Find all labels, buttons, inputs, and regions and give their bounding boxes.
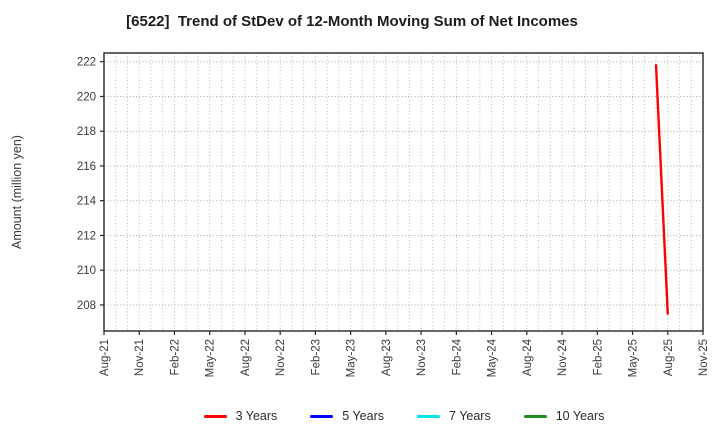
x-tick-label: Aug-21 — [99, 339, 111, 376]
legend-label: 5 Years — [342, 409, 385, 423]
x-tick-label: May-24 — [487, 338, 499, 377]
y-axis-title: Amount (million yen) — [10, 135, 24, 249]
x-tick-label: May-22 — [205, 339, 217, 377]
y-tick-label: 214 — [77, 196, 97, 208]
y-tick-label: 218 — [77, 126, 96, 138]
x-tick-label: May-23 — [346, 339, 358, 377]
legend-item-7-years: 7 Years — [417, 409, 491, 423]
legend-item-5-years: 5 Years — [310, 409, 384, 423]
x-tick-label: Nov-25 — [698, 339, 710, 376]
x-tick-label: Aug-22 — [240, 339, 252, 376]
axes-frame — [103, 52, 704, 332]
x-tick-label: Feb-22 — [169, 339, 181, 375]
legend-label: 10 Years — [555, 409, 605, 423]
chart-title: [6522] Trend of StDev of 12-Month Moving… — [126, 13, 578, 30]
y-tick-label: 222 — [77, 57, 96, 69]
tick-marks — [100, 61, 704, 335]
x-tick-label: Nov-24 — [557, 338, 569, 376]
legend-label: 3 Years — [235, 409, 278, 423]
legend-swatch — [203, 414, 227, 418]
x-tick-label: Aug-24 — [522, 338, 534, 376]
y-tick-label: 216 — [77, 161, 96, 173]
y-tick-label: 212 — [77, 230, 96, 242]
y-tick-label: 220 — [77, 91, 96, 103]
x-tick-label: May-25 — [628, 339, 640, 377]
legend-item-3-years: 3 Years — [203, 409, 278, 423]
chart-legend: 3 Years 5 Years 7 Years 10 Years — [104, 403, 704, 429]
legend-swatch — [523, 414, 547, 418]
legend-item-10-years: 10 Years — [523, 409, 605, 423]
series-line-3-years — [654, 63, 669, 315]
y-axis-labels: 208 210 212 214 216 218 220 222 — [77, 57, 97, 312]
y-tick-label: 208 — [77, 300, 96, 312]
grid — [103, 53, 704, 331]
x-tick-label: Feb-25 — [592, 339, 604, 375]
x-tick-label: Nov-21 — [134, 339, 146, 376]
series-lines — [654, 63, 669, 315]
legend-label: 7 Years — [449, 409, 491, 423]
x-tick-label: Nov-22 — [275, 339, 287, 376]
x-tick-label: Feb-23 — [310, 339, 322, 375]
x-axis-labels: Aug-21 Nov-21 Feb-22 May-22 Aug-22 Nov-22 Feb-… — [99, 338, 710, 377]
legend-swatch — [310, 414, 334, 418]
legend-swatch — [417, 414, 441, 418]
x-tick-label: Feb-24 — [451, 338, 463, 375]
x-tick-label: Nov-23 — [416, 339, 428, 376]
y-tick-label: 210 — [77, 265, 96, 277]
x-tick-label: Aug-23 — [381, 339, 393, 376]
x-tick-label: Aug-25 — [663, 339, 675, 376]
